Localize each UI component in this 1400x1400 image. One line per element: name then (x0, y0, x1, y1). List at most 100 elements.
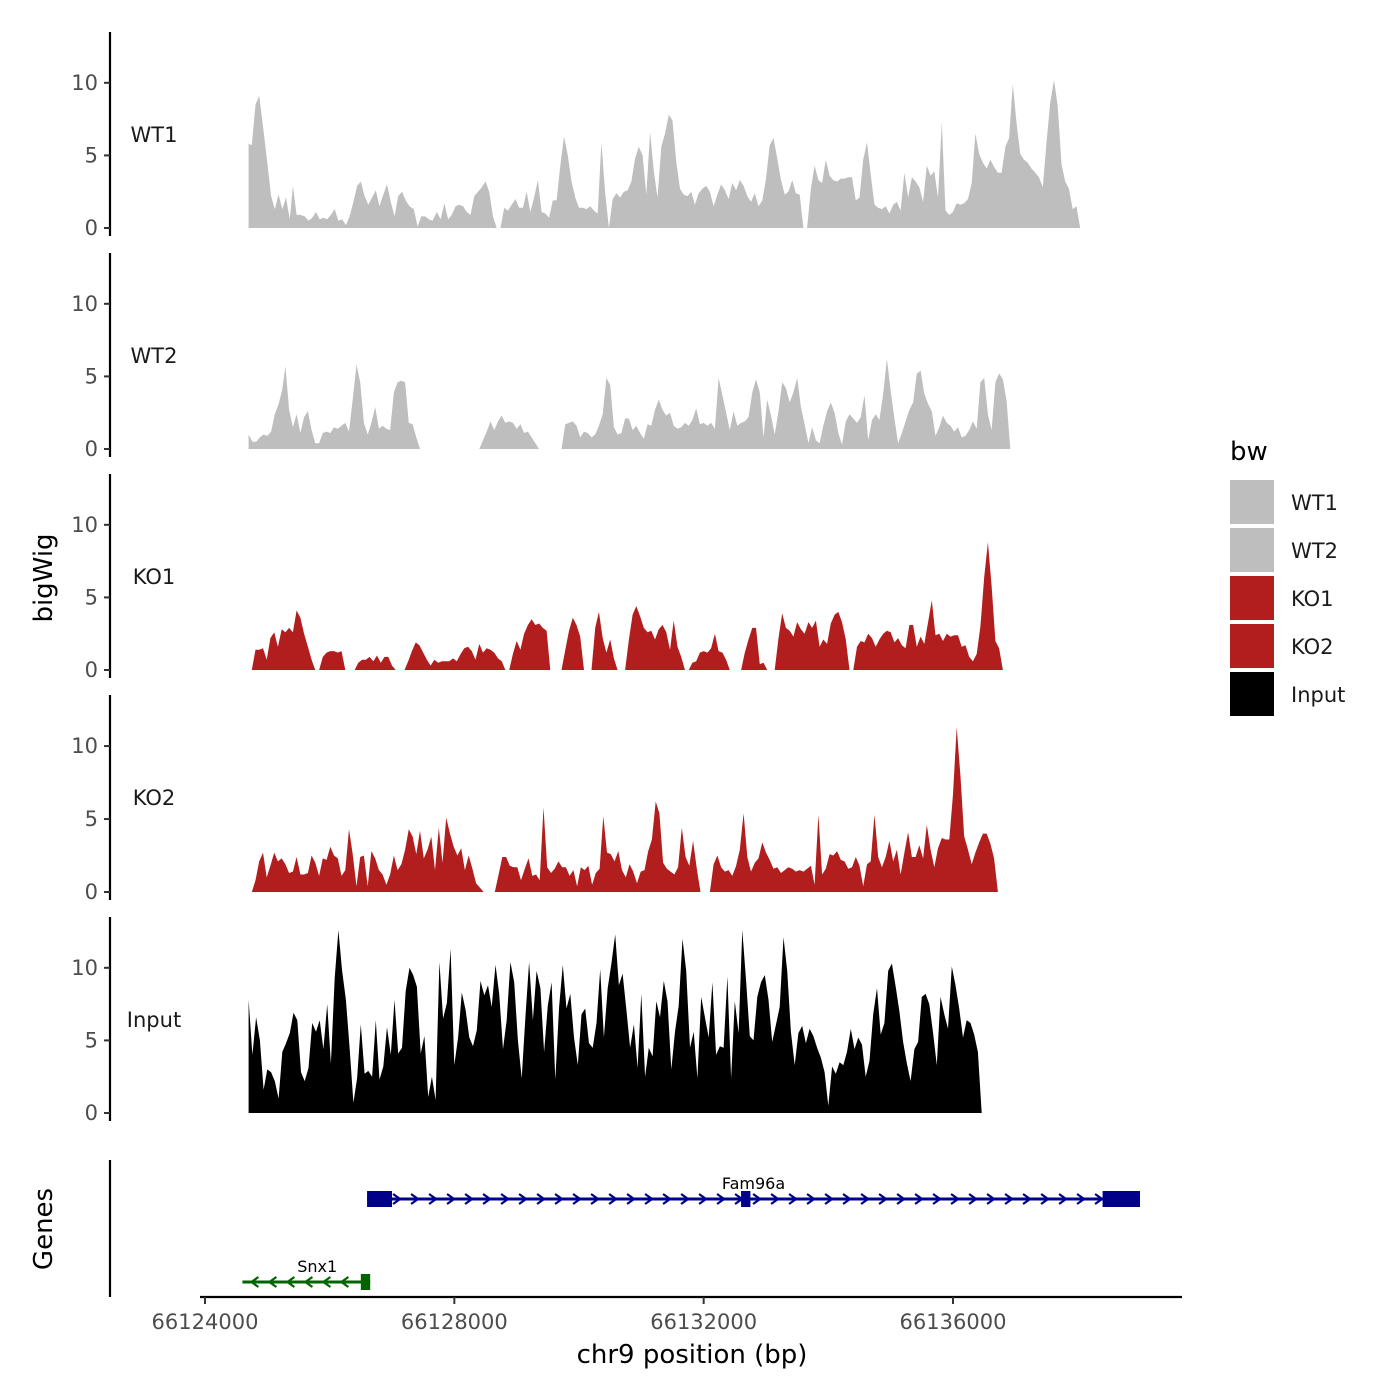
gene-snx1: Snx1 (242, 1257, 371, 1290)
strand-arrow (914, 1193, 924, 1205)
track-wt1: 0 5 10 WT1 (71, 32, 1081, 240)
track-ko2: 0 5 10 KO2 (71, 695, 998, 904)
strand-arrow (752, 1193, 762, 1205)
strand-arrow (878, 1193, 888, 1205)
strand-arrow (500, 1193, 510, 1205)
strand-arrow (392, 1193, 402, 1205)
strand-arrow (303, 1276, 314, 1288)
strand-arrow (716, 1193, 726, 1205)
track-input: 0 5 10 Input (71, 917, 982, 1125)
y-tick-label: 10 (71, 71, 98, 95)
y-tick-label: 5 (85, 807, 98, 831)
legend-key-ko2 (1230, 624, 1274, 668)
strand-arrow (968, 1193, 978, 1205)
strand-arrow (482, 1193, 492, 1205)
strand-arrow (1022, 1193, 1032, 1205)
strand-arrow (464, 1193, 474, 1205)
gene-exon (1102, 1191, 1140, 1207)
track-label: WT2 (131, 344, 178, 368)
gene-exon (367, 1191, 392, 1207)
legend-label: KO2 (1291, 635, 1334, 659)
y-tick-label: 10 (71, 956, 98, 980)
y-tick-label: 0 (85, 437, 98, 461)
strand-arrow (770, 1193, 780, 1205)
legend: WT1 WT2 KO1 KO2 Input (1230, 480, 1345, 716)
strand-arrow (267, 1276, 278, 1288)
strand-arrow (428, 1193, 438, 1205)
y-tick-label: 10 (71, 513, 98, 537)
y-axis-title: bigWig (29, 533, 59, 622)
strand-arrow (950, 1193, 960, 1205)
legend-key-ko1 (1230, 576, 1274, 620)
legend-label: Input (1291, 683, 1345, 707)
signal-area-ko1 (251, 542, 1003, 670)
legend-label: WT1 (1291, 491, 1338, 515)
strand-arrow (249, 1276, 260, 1288)
strand-arrow (554, 1193, 564, 1205)
gene-exon (360, 1274, 371, 1290)
strand-arrow (590, 1193, 600, 1205)
track-label: KO2 (133, 786, 176, 810)
x-tick-label: 66132000 (650, 1310, 757, 1334)
track-wt2: 0 5 10 WT2 (71, 253, 1011, 461)
x-tick-label: 66136000 (900, 1310, 1007, 1334)
strand-arrow (1004, 1193, 1014, 1205)
legend-key-wt1 (1230, 480, 1274, 524)
gene-label: Snx1 (297, 1257, 337, 1276)
legend-label: KO1 (1291, 587, 1334, 611)
strand-arrow (824, 1193, 834, 1205)
signal-area-ko2 (251, 727, 998, 892)
legend-key-input (1230, 672, 1274, 716)
y-tick-label: 5 (85, 585, 98, 609)
x-axis-title: chr9 position (bp) (577, 1340, 808, 1370)
y-tick-label: 10 (71, 292, 98, 316)
signal-area-input (248, 930, 982, 1113)
strand-arrow (680, 1193, 690, 1205)
y-tick-label: 5 (85, 1028, 98, 1052)
strand-arrow (446, 1193, 456, 1205)
gene-fam96a: Fam96a (367, 1174, 1140, 1207)
signal-area-wt2 (248, 359, 1011, 449)
gene-track: Fam96a Snx1 (108, 1160, 1140, 1297)
signal-area-wt1 (248, 79, 1081, 229)
strand-arrow (536, 1193, 546, 1205)
y-tick-label: 0 (85, 880, 98, 904)
track-label: KO1 (133, 565, 176, 589)
track-label: WT1 (131, 123, 178, 147)
strand-arrow (572, 1193, 582, 1205)
strand-arrow (806, 1193, 816, 1205)
strand-arrow (986, 1193, 996, 1205)
strand-arrow (410, 1193, 420, 1205)
strand-arrow (1076, 1193, 1086, 1205)
gene-label: Fam96a (722, 1174, 785, 1193)
strand-arrow (1040, 1193, 1050, 1205)
strand-arrow (285, 1276, 296, 1288)
strand-arrow (788, 1193, 798, 1205)
track-label: Input (127, 1008, 181, 1032)
legend-title: bw (1230, 437, 1268, 467)
gene-exon (741, 1191, 751, 1207)
strand-arrow (662, 1193, 672, 1205)
strand-arrow (860, 1193, 870, 1205)
y-tick-label: 0 (85, 1101, 98, 1125)
strand-arrow (339, 1276, 350, 1288)
legend-key-wt2 (1230, 528, 1274, 572)
genes-axis-title: Genes (29, 1188, 59, 1270)
y-tick-label: 0 (85, 658, 98, 682)
x-tick-label: 66124000 (152, 1310, 259, 1334)
y-tick-label: 5 (85, 143, 98, 167)
strand-arrow (896, 1193, 906, 1205)
strand-arrow (608, 1193, 618, 1205)
strand-arrow (321, 1276, 332, 1288)
strand-arrow (842, 1193, 852, 1205)
y-tick-label: 10 (71, 734, 98, 758)
legend-label: WT2 (1291, 539, 1338, 563)
y-tick-label: 5 (85, 364, 98, 388)
strand-arrow (698, 1193, 708, 1205)
strand-arrow (1058, 1193, 1068, 1205)
strand-arrow (932, 1193, 942, 1205)
strand-arrow (518, 1193, 528, 1205)
strand-arrow (626, 1193, 636, 1205)
strand-arrow (644, 1193, 654, 1205)
